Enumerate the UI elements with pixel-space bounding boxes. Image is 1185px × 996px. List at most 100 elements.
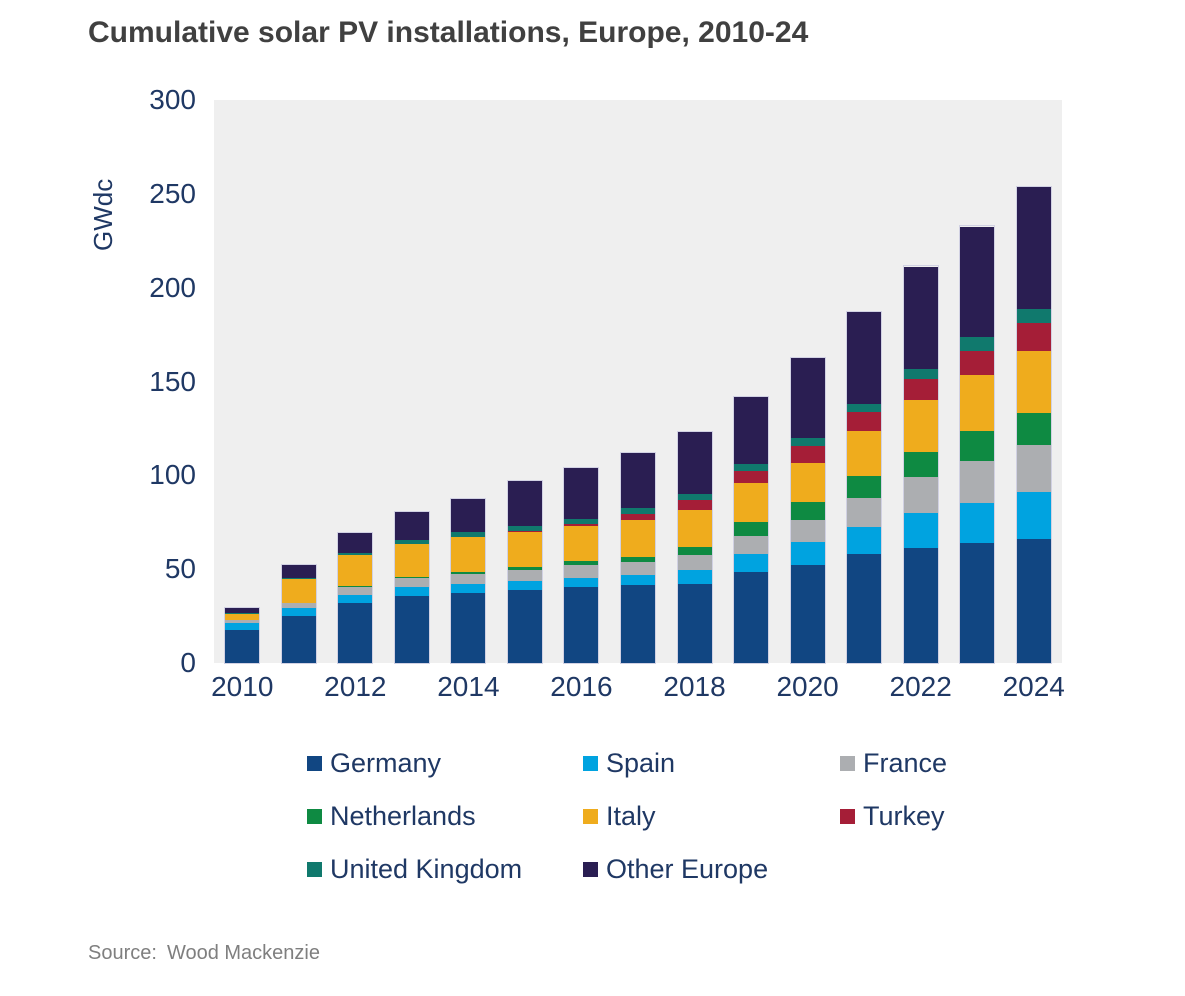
bar-segment-other_europe-2019	[734, 396, 769, 465]
bar-segment-italy-2010	[225, 613, 260, 621]
legend-label-turkey: Turkey	[863, 800, 945, 831]
legend-swatch-other_europe	[583, 861, 598, 877]
legend-swatch-netherlands	[307, 808, 322, 824]
bar-2022	[902, 265, 939, 664]
bar-segment-germany-2011	[281, 616, 316, 663]
bar-segment-other_europe-2024	[1016, 187, 1051, 309]
bar-segment-italy-2013	[394, 544, 429, 578]
bar-segment-italy-2011	[281, 578, 316, 603]
legend-swatch-germany	[307, 755, 322, 771]
bar-segment-netherlands-2016	[564, 561, 599, 566]
x-tick-label-2018: 2018	[663, 671, 726, 702]
bar-segment-france-2019	[734, 535, 769, 554]
bar-segment-other_europe-2013	[394, 511, 429, 541]
x-tick-label-2014: 2014	[437, 671, 500, 702]
bar-segment-italy-2012	[338, 555, 373, 587]
bar-segment-other_europe-2018	[677, 432, 712, 494]
bar-segment-italy-2019	[734, 483, 769, 523]
bar-segment-france-2022	[903, 477, 938, 514]
bar-segment-netherlands-2022	[903, 451, 938, 478]
bar-2020	[789, 357, 826, 664]
legend-label-other_europe: Other Europe	[606, 853, 769, 884]
bar-segment-united_kingdom-2016	[564, 518, 599, 525]
bar-segment-france-2018	[677, 555, 712, 571]
y-tick-label-200: 200	[149, 271, 196, 303]
x-tick-label-2024: 2024	[1002, 671, 1065, 702]
bar-segment-germany-2010	[225, 630, 260, 663]
bar-segment-germany-2020	[790, 565, 825, 663]
bar-segment-italy-2022	[903, 400, 938, 452]
legend-swatch-turkey	[840, 808, 855, 824]
bar-segment-other_europe-2021	[847, 312, 882, 405]
bar-segment-france-2013	[394, 578, 429, 588]
bar-segment-united_kingdom-2021	[847, 404, 882, 413]
y-tick-label-300: 300	[149, 84, 196, 115]
bar-segment-united_kingdom-2017	[621, 508, 655, 514]
x-tick-label-2012: 2012	[324, 671, 387, 702]
bar-segment-germany-2019	[734, 571, 769, 663]
bar-segment-germany-2012	[338, 602, 373, 663]
bar-segment-netherlands-2024	[1016, 412, 1051, 446]
source-line: Source: Wood Mackenzie	[88, 942, 320, 965]
bar-segment-other_europe-2011	[281, 565, 316, 579]
bar-segment-france-2021	[847, 497, 882, 528]
bar-segment-france-2020	[790, 519, 825, 543]
legend-swatch-france	[840, 755, 855, 771]
bar-segment-other_europe-2017	[621, 452, 655, 509]
bar-segment-united_kingdom-2023	[960, 337, 995, 351]
y-tick-label-100: 100	[149, 459, 196, 491]
bar-2021	[846, 311, 883, 664]
bar-2023	[959, 225, 996, 664]
legend-item-netherlands: Netherlands	[307, 801, 476, 831]
bar-segment-germany-2016	[564, 586, 599, 663]
bar-segment-united_kingdom-2018	[677, 493, 712, 501]
bar-segment-other_europe-2016	[564, 468, 599, 519]
bar-segment-germany-2022	[903, 548, 938, 663]
legend-item-turkey: Turkey	[840, 801, 945, 831]
legend-label-italy: Italy	[606, 800, 656, 831]
bar-segment-netherlands-2015	[507, 566, 542, 570]
bar-2014	[450, 497, 487, 664]
legend-item-united_kingdom: United Kingdom	[307, 854, 522, 884]
legend-item-germany: Germany	[307, 748, 441, 778]
bar-segment-turkey-2021	[847, 412, 882, 431]
bar-segment-italy-2014	[451, 536, 486, 572]
legend-swatch-spain	[583, 755, 598, 771]
bar-segment-germany-2017	[621, 585, 655, 663]
bar-segment-germany-2018	[677, 583, 712, 663]
bar-segment-italy-2023	[960, 375, 995, 431]
bar-segment-spain-2015	[507, 581, 542, 591]
bar-segment-france-2011	[281, 603, 316, 609]
bar-segment-netherlands-2017	[621, 556, 655, 563]
y-tick-label-0: 0	[180, 647, 196, 678]
bar-segment-spain-2017	[621, 575, 655, 586]
x-tick-label-2010: 2010	[211, 671, 274, 702]
bar-segment-turkey-2015	[507, 531, 542, 532]
legend-swatch-italy	[583, 808, 598, 824]
bar-segment-spain-2020	[790, 542, 825, 566]
bar-segment-france-2016	[564, 565, 599, 578]
bar-2016	[563, 467, 600, 664]
legend-item-italy: Italy	[583, 801, 656, 831]
bar-segment-germany-2014	[451, 593, 486, 663]
bar-segment-netherlands-2013	[394, 577, 429, 578]
bar-segment-spain-2011	[281, 608, 316, 617]
bar-segment-france-2010	[225, 620, 260, 623]
y-tick-label-150: 150	[149, 365, 196, 397]
bar-2011	[280, 564, 317, 664]
bar-segment-other_europe-2020	[790, 358, 825, 439]
bar-segment-turkey-2018	[677, 500, 712, 510]
legend-label-united_kingdom: United Kingdom	[330, 853, 523, 884]
bar-segment-france-2012	[338, 587, 373, 595]
bar-segment-spain-2021	[847, 527, 882, 554]
bar-segment-spain-2012	[338, 594, 373, 603]
bar-segment-netherlands-2019	[734, 522, 769, 536]
x-tick-label-2022: 2022	[889, 671, 952, 702]
bar-segment-other_europe-2022	[903, 266, 938, 370]
bar-segment-turkey-2019	[734, 471, 769, 484]
source-text: Wood Mackenzie	[166, 942, 320, 964]
bar-segment-germany-2023	[960, 543, 995, 663]
bar-segment-france-2024	[1016, 445, 1051, 493]
bar-2013	[393, 510, 430, 664]
bar-segment-france-2017	[621, 562, 655, 576]
